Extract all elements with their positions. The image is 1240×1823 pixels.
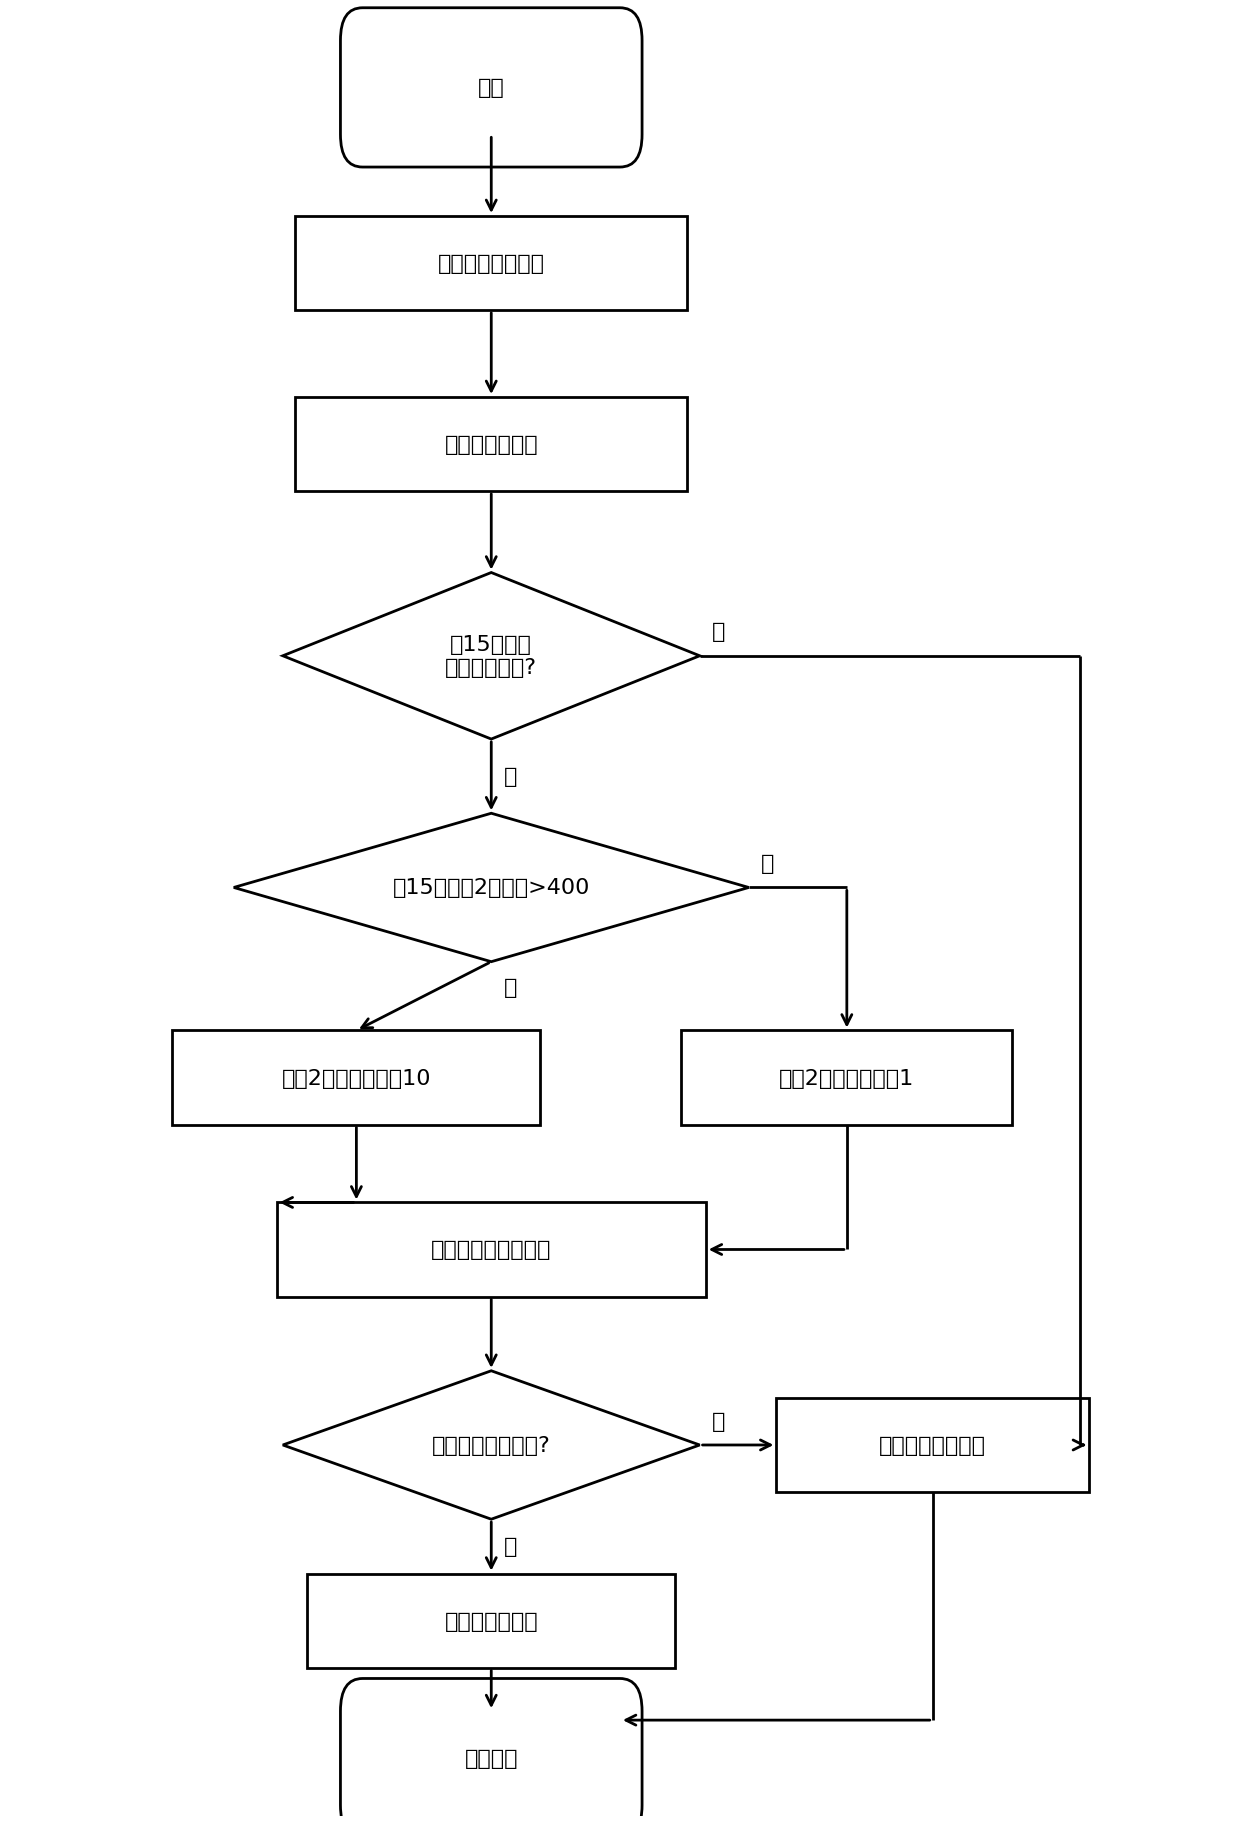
Text: 参数2扩大倍数设为1: 参数2扩大倍数设为1 xyxy=(779,1068,914,1088)
Text: 否: 否 xyxy=(503,1537,517,1557)
Text: 找到最佳聚焦位置?: 找到最佳聚焦位置? xyxy=(432,1435,551,1455)
Text: 否: 否 xyxy=(503,977,517,997)
Text: 前15步参数2最大值>400: 前15步参数2最大值>400 xyxy=(393,879,590,899)
Text: 返回最佳聚焦位置: 返回最佳聚焦位置 xyxy=(879,1435,986,1455)
Text: 确定初始搜索方向: 确定初始搜索方向 xyxy=(438,253,544,273)
Polygon shape xyxy=(283,572,699,740)
Text: 是: 是 xyxy=(712,1411,725,1431)
Text: 否: 否 xyxy=(503,767,517,788)
Text: 开始: 开始 xyxy=(477,78,505,98)
Bar xyxy=(681,1030,1012,1125)
Text: 参数2扩大倍数设为10: 参数2扩大倍数设为10 xyxy=(281,1068,432,1088)
Bar xyxy=(776,1398,1089,1493)
Text: 前15步找到
最佳聚焦位置?: 前15步找到 最佳聚焦位置? xyxy=(445,634,537,678)
Text: 是: 是 xyxy=(712,622,725,642)
Bar xyxy=(308,1573,675,1668)
Bar xyxy=(295,217,687,312)
Text: 是: 是 xyxy=(761,853,774,873)
Bar xyxy=(172,1030,541,1125)
Polygon shape xyxy=(234,813,749,963)
Bar xyxy=(277,1203,706,1296)
Bar xyxy=(295,397,687,492)
FancyBboxPatch shape xyxy=(341,9,642,168)
Text: 对焦结束: 对焦结束 xyxy=(465,1748,518,1768)
Text: 电机变步长继续搜索: 电机变步长继续搜索 xyxy=(432,1240,552,1260)
FancyBboxPatch shape xyxy=(341,1679,642,1823)
Polygon shape xyxy=(283,1371,699,1519)
Text: 电机变步长搜索: 电机变步长搜索 xyxy=(444,434,538,454)
Text: 对焦结果为离焦: 对焦结果为离焦 xyxy=(444,1612,538,1630)
